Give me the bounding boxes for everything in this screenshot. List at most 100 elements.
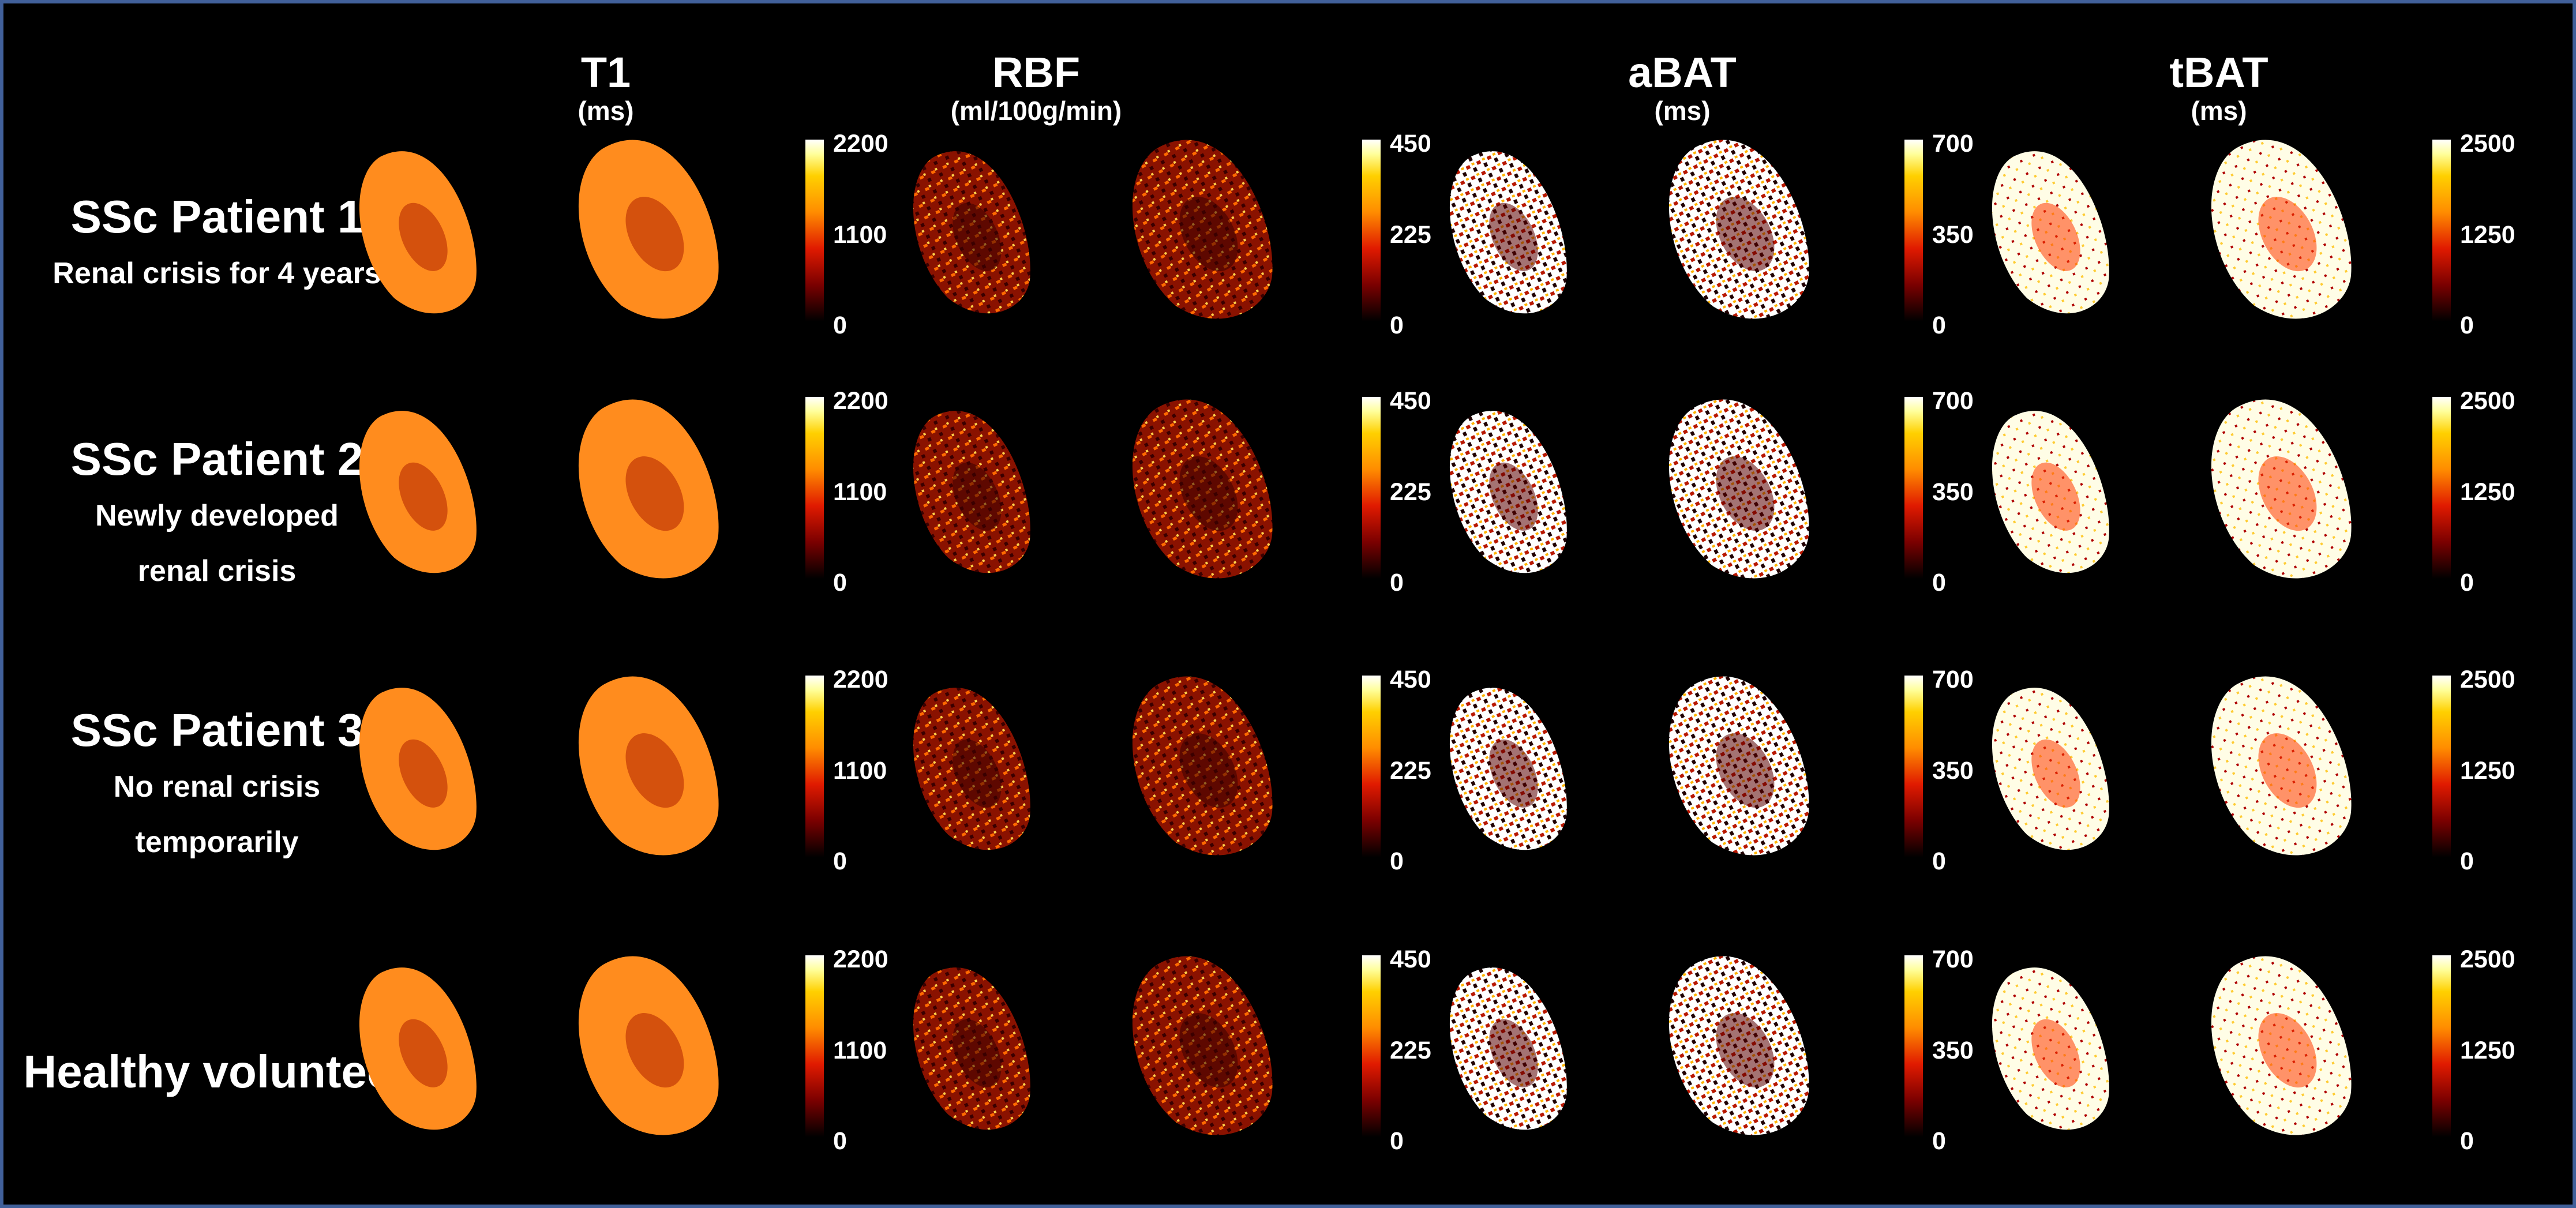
row-title: SSc Patient 1 [70, 191, 363, 242]
row-subtitle: Newly developed [95, 499, 339, 532]
kidney-right-tbat-row4 [2211, 956, 2352, 1135]
colorbar-rbf-row1 [1362, 140, 1381, 321]
kidney-left-rbf-row1 [913, 151, 1030, 314]
colorbar-tick-label: 2500 [2460, 946, 2515, 973]
kidney-right-abat-row4 [1668, 956, 1809, 1135]
kidney-left-abat-row3 [1449, 688, 1567, 850]
row-title: Healthy volunteer [23, 1046, 411, 1097]
row-label-healthy: Healthy volunteer [15, 1043, 419, 1101]
kidney-left-rbf-row4 [913, 967, 1030, 1130]
colorbar-tbat-row1 [2432, 140, 2451, 321]
colorbar-tick-label: 700 [1932, 946, 1974, 973]
colorbar-tick-label: 1250 [2460, 756, 2515, 785]
row-label-patient-2: SSc Patient 2 Newly developed renal cris… [15, 430, 419, 599]
colorbar-tick-label: 0 [833, 847, 847, 875]
column-title: tBAT [2169, 48, 2268, 96]
row-subtitle: renal crisis [137, 554, 297, 588]
colorbar-tick-label: 0 [833, 569, 847, 597]
colorbar-tick-label: 1100 [833, 756, 887, 785]
colorbar-tick-label: 2200 [833, 387, 888, 415]
kidney-right-tbat-row1 [2211, 140, 2352, 319]
colorbar-abat-row3 [1904, 676, 1923, 857]
row-title: SSc Patient 3 [70, 704, 363, 756]
colorbar-tick-label: 225 [1390, 1036, 1431, 1064]
colorbar-tick-label: 2500 [2460, 666, 2515, 693]
colorbar-tick-label: 225 [1390, 220, 1431, 249]
kidney-left-rbf-row3 [913, 688, 1030, 850]
column-title: T1 [580, 48, 631, 96]
column-header-tbat: tBAT (ms) [2017, 50, 2421, 126]
column-unit: (ml/100g/min) [950, 96, 1122, 126]
colorbar-tick-label: 2200 [833, 946, 888, 973]
colorbar-abat-row1 [1904, 140, 1923, 321]
colorbar-tick-label: 0 [2460, 847, 2474, 875]
kidney-left-tbat-row4 [1992, 967, 2109, 1130]
colorbar-tick-label: 0 [833, 312, 847, 339]
kidney-left-tbat-row2 [1992, 411, 2109, 573]
column-header-t1: T1 (ms) [404, 50, 808, 126]
colorbars [805, 140, 2451, 1137]
colorbar-tick-label: 350 [1932, 220, 1974, 249]
colorbar-tick-label: 1250 [2460, 478, 2515, 506]
kidney-left-t1-row2 [359, 411, 477, 573]
colorbar-tick-label: 0 [2460, 312, 2474, 339]
kidney-right-rbf-row2 [1132, 399, 1273, 579]
colorbar-tick-label: 450 [1390, 666, 1431, 693]
column-unit: (ms) [578, 96, 634, 126]
column-title: aBAT [1628, 48, 1737, 96]
colorbar-tick-label: 700 [1932, 130, 1974, 157]
colorbar-tick-label: 1100 [833, 478, 887, 506]
colorbar-abat-row4 [1904, 955, 1923, 1137]
row-label-patient-1: SSc Patient 1 Renal crisis for 4 years [15, 188, 419, 301]
kidney-right-abat-row3 [1668, 676, 1809, 856]
kidney-left-t1-row4 [359, 967, 477, 1130]
colorbar-tick-label: 700 [1932, 387, 1974, 415]
colorbar-t1-row4 [805, 955, 824, 1137]
kidney-left-abat-row4 [1449, 967, 1567, 1130]
column-title: RBF [992, 48, 1081, 96]
kidney-right-t1-row1 [578, 140, 719, 319]
colorbar-tick-label: 700 [1932, 666, 1974, 693]
colorbar-tick-label: 1250 [2460, 220, 2515, 249]
column-unit: (ms) [2191, 96, 2247, 126]
column-unit: (ms) [1654, 96, 1711, 126]
colorbar-tick-label: 450 [1390, 387, 1431, 415]
colorbar-tick-label: 0 [1390, 569, 1404, 597]
kidney-left-tbat-row1 [1992, 151, 2109, 314]
kidney-left-tbat-row3 [1992, 688, 2109, 850]
colorbar-tick-label: 2500 [2460, 130, 2515, 157]
colorbar-tick-label: 1100 [833, 1036, 887, 1064]
column-header-rbf: RBF (ml/100g/min) [834, 50, 1238, 126]
colorbar-tbat-row2 [2432, 397, 2451, 579]
column-header-abat: aBAT (ms) [1480, 50, 1884, 126]
row-subtitle: temporarily [135, 826, 299, 859]
kidney-left-abat-row2 [1449, 411, 1567, 573]
colorbar-tick-label: 0 [1390, 312, 1404, 339]
colorbar-tick-label: 0 [1390, 1127, 1404, 1155]
kidney-right-rbf-row4 [1132, 956, 1273, 1135]
row-subtitle: Renal crisis for 4 years [53, 257, 381, 290]
kidney-right-t1-row4 [578, 956, 719, 1135]
colorbar-tick-label: 0 [2460, 1127, 2474, 1155]
kidney-right-tbat-row2 [2211, 399, 2352, 579]
colorbar-t1-row3 [805, 676, 824, 857]
colorbar-tick-label: 0 [833, 1127, 847, 1155]
colorbar-tick-label: 0 [1932, 847, 1946, 875]
kidney-right-rbf-row1 [1132, 140, 1273, 319]
kidney-left-abat-row1 [1449, 151, 1567, 314]
colorbar-tick-label: 0 [1932, 569, 1946, 597]
colorbar-tick-label: 0 [1390, 847, 1404, 875]
colorbar-tick-label: 225 [1390, 756, 1431, 785]
kidney-right-abat-row2 [1668, 399, 1809, 579]
colorbar-tbat-row4 [2432, 955, 2451, 1137]
colorbar-tick-label: 450 [1390, 130, 1431, 157]
kidney-right-t1-row3 [578, 676, 719, 856]
colorbar-tick-label: 2200 [833, 666, 888, 693]
colorbar-tick-label: 1100 [833, 220, 887, 249]
kidney-right-t1-row2 [578, 399, 719, 579]
colorbar-rbf-row3 [1362, 676, 1381, 857]
colorbar-tick-label: 350 [1932, 756, 1974, 785]
kidney-right-tbat-row3 [2211, 676, 2352, 856]
colorbar-tick-label: 1250 [2460, 1036, 2515, 1064]
